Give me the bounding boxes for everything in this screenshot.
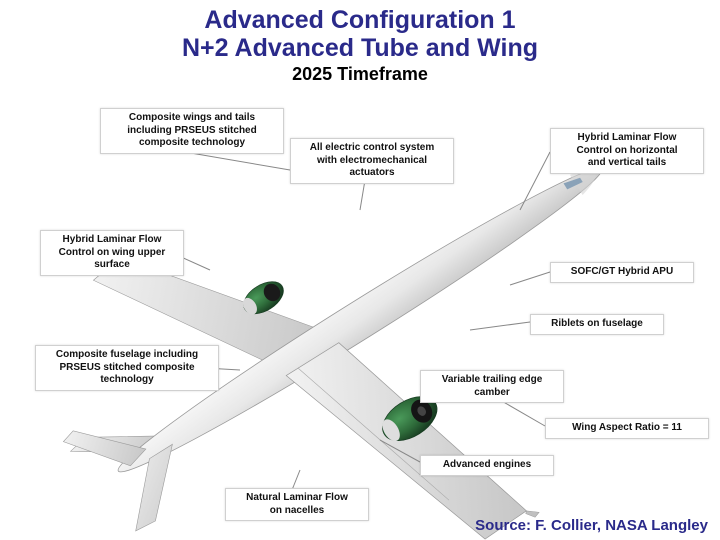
callout-riblets: Riblets on fuselage xyxy=(530,314,664,335)
source-citation: Source: F. Collier, NASA Langley xyxy=(475,517,708,534)
callout-nlf-nacelles: Natural Laminar Flowon nacelles xyxy=(225,488,369,521)
callout-hlfc-wing: Hybrid Laminar FlowControl on wing upper… xyxy=(40,230,184,276)
callout-hlfc-tails: Hybrid Laminar FlowControl on horizontal… xyxy=(550,128,704,174)
callout-composite-wings: Composite wings and tailsincluding PRSEU… xyxy=(100,108,284,154)
callout-electric-control: All electric control systemwith electrom… xyxy=(290,138,454,184)
callout-sofc-apu: SOFC/GT Hybrid APU xyxy=(550,262,694,283)
callout-variable-camber: Variable trailing edgecamber xyxy=(420,370,564,403)
callout-advanced-engines: Advanced engines xyxy=(420,455,554,476)
callout-aspect-ratio: Wing Aspect Ratio = 11 xyxy=(545,418,709,439)
callout-composite-fuselage: Composite fuselage includingPRSEUS stitc… xyxy=(35,345,219,391)
